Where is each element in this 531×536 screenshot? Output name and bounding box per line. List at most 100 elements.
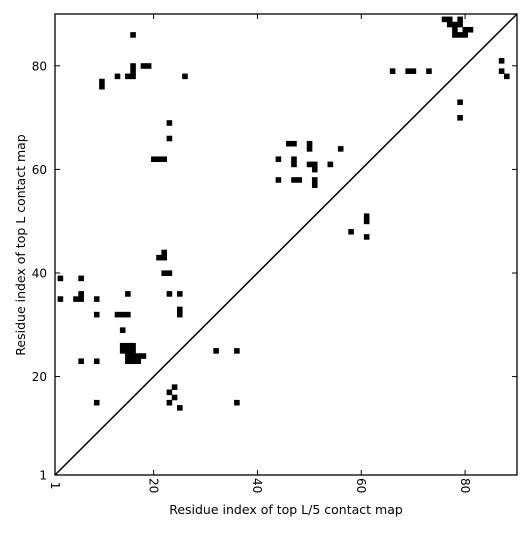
contact-cell: [426, 68, 432, 74]
contact-cell: [119, 311, 126, 318]
contact-cell: [306, 146, 313, 152]
contact-cell: [130, 348, 136, 354]
contact-cell: [457, 99, 463, 106]
contact-cell: [452, 26, 458, 33]
contact-cell: [275, 177, 282, 183]
contact-cell: [296, 177, 302, 183]
contact-cell: [161, 254, 168, 261]
contact-cell: [410, 68, 417, 74]
contact-cell: [130, 68, 136, 74]
y-tick-label: 20: [32, 370, 47, 384]
contact-cell: [166, 389, 173, 396]
contact-cell: [93, 311, 100, 318]
contact-cell: [182, 73, 188, 80]
y-tick-label: 80: [32, 59, 47, 73]
contact-cell: [156, 156, 162, 163]
y-tick-label: 40: [32, 266, 47, 280]
contact-cell: [457, 21, 463, 28]
contact-cell: [462, 32, 469, 38]
x-tick-label: 40: [250, 478, 264, 493]
contact-cell: [363, 218, 370, 225]
contact-cell: [176, 311, 183, 318]
plot-frame: [54, 13, 518, 476]
y-tick-label: 60: [32, 163, 47, 177]
contact-cell: [171, 394, 178, 401]
contact-cell: [462, 26, 469, 33]
contact-cell: [135, 358, 142, 365]
contact-cell: [291, 140, 297, 147]
contact-cell: [286, 140, 292, 147]
contact-cell: [166, 270, 173, 276]
contact-cell: [311, 177, 318, 183]
contact-cell: [130, 358, 136, 365]
contact-cell: [234, 399, 240, 406]
contact-cell: [140, 353, 147, 359]
contact-cell: [161, 270, 168, 276]
contact-cell: [166, 120, 173, 126]
contact-cell: [78, 358, 84, 365]
x-tick-label: 80: [458, 478, 472, 493]
contact-cell: [311, 182, 318, 188]
x-tick-label: 60: [354, 478, 368, 493]
contact-cell: [291, 161, 297, 168]
x-axis-title: Residue index of top L/5 contact map: [169, 502, 403, 517]
contact-cell: [363, 213, 370, 220]
contact-cell: [57, 275, 64, 282]
contact-cell: [457, 32, 463, 38]
contact-cell: [441, 16, 448, 23]
contact-cell: [311, 166, 318, 173]
contact-cell: [78, 296, 84, 302]
contact-cell: [114, 73, 121, 80]
contact-cell: [498, 58, 505, 64]
contact-cell: [275, 156, 282, 163]
contact-cell: [156, 254, 162, 261]
contact-cell: [291, 156, 297, 163]
contact-cell: [130, 63, 136, 69]
contact-cell: [78, 291, 84, 297]
contact-cell: [93, 399, 100, 406]
contact-cell: [135, 353, 142, 359]
contact-cell: [504, 73, 510, 80]
contact-cell: [452, 21, 458, 28]
contact-cell: [405, 68, 411, 74]
contact-cell: [348, 228, 354, 235]
contact-cell: [114, 311, 121, 318]
contact-cell: [176, 405, 183, 411]
contact-cell: [176, 306, 183, 313]
contact-cell: [166, 399, 173, 406]
contact-cell: [452, 32, 458, 38]
contact-cell: [125, 348, 131, 354]
contact-cell: [166, 291, 173, 297]
contact-cell: [125, 73, 131, 80]
contact-cell: [125, 353, 131, 359]
contact-cell: [234, 348, 240, 354]
contact-cell: [306, 161, 313, 168]
contact-cell: [99, 83, 105, 90]
x-tick-label: 20: [146, 478, 160, 493]
diagonal-line: [54, 13, 518, 476]
contact-cell: [130, 73, 136, 80]
contact-cell: [78, 275, 84, 282]
contact-cell: [166, 135, 173, 142]
contact-cell: [457, 16, 463, 23]
contact-cell: [125, 358, 131, 365]
x-tick-label: 1: [48, 482, 62, 490]
contact-cell: [446, 21, 453, 28]
y-axis-title: Residue index of top L contact map: [13, 134, 28, 355]
contact-cell: [130, 342, 136, 349]
contact-cell: [73, 296, 79, 302]
contact-cell: [140, 63, 147, 69]
y-tick-label: 1: [39, 469, 47, 483]
contacts-layer: [57, 16, 510, 411]
contact-cell: [467, 26, 474, 33]
contact-cell: [161, 249, 168, 256]
contact-cell: [171, 384, 178, 390]
contact-cell: [93, 296, 100, 302]
contact-cell: [130, 32, 136, 38]
contact-cell: [151, 156, 157, 163]
contact-cell: [161, 156, 168, 163]
contact-cell: [291, 177, 297, 183]
contact-cell: [498, 68, 505, 74]
contact-cell: [389, 68, 396, 74]
